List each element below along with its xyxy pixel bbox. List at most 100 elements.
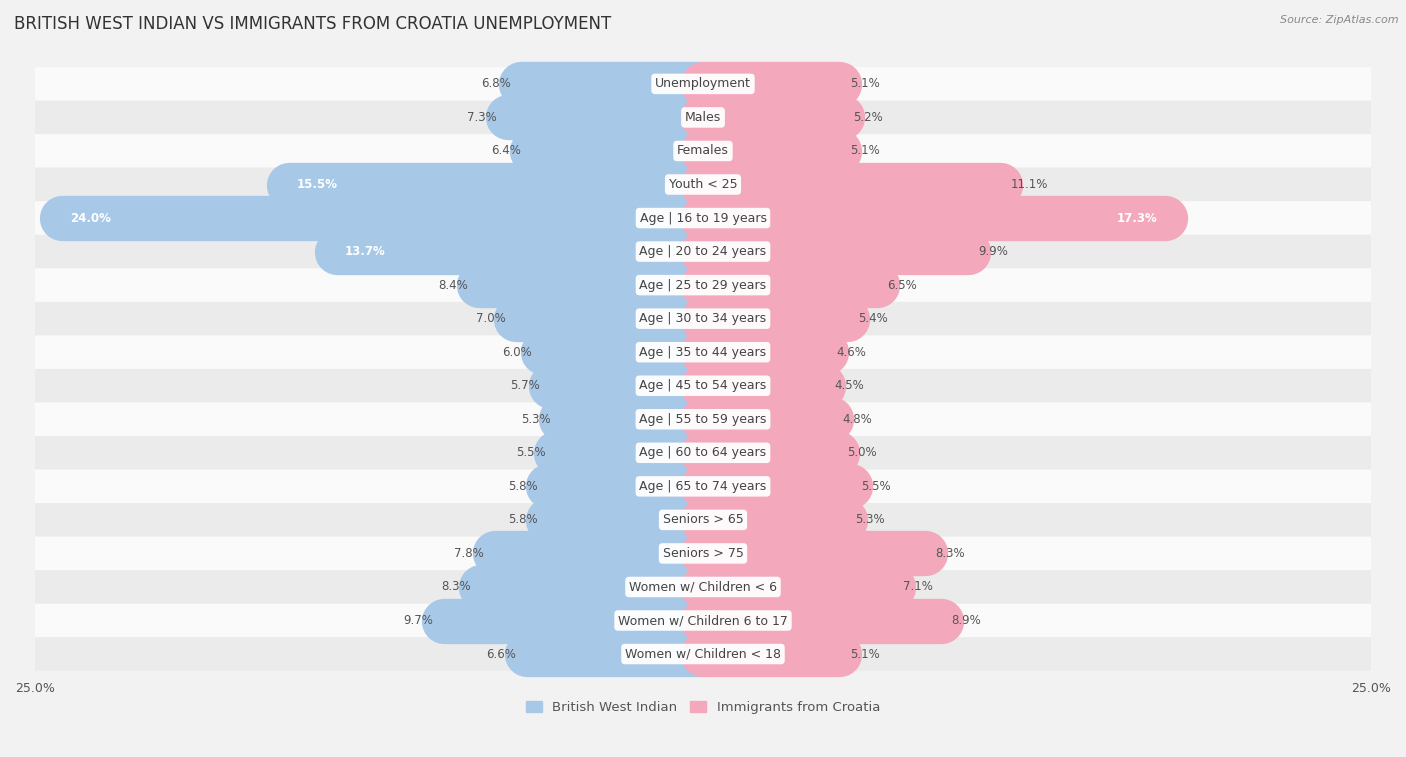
FancyBboxPatch shape — [555, 441, 703, 464]
Text: Women w/ Children 6 to 17: Women w/ Children 6 to 17 — [619, 614, 787, 627]
FancyBboxPatch shape — [703, 575, 893, 598]
FancyBboxPatch shape — [703, 509, 845, 531]
Text: 5.1%: 5.1% — [851, 145, 880, 157]
Text: 5.1%: 5.1% — [851, 647, 880, 661]
FancyBboxPatch shape — [703, 374, 824, 397]
Legend: British West Indian, Immigrants from Croatia: British West Indian, Immigrants from Cro… — [526, 701, 880, 714]
FancyBboxPatch shape — [62, 207, 703, 229]
FancyBboxPatch shape — [35, 537, 1371, 570]
Text: 5.8%: 5.8% — [508, 513, 537, 526]
FancyBboxPatch shape — [35, 637, 1371, 671]
FancyBboxPatch shape — [35, 201, 1371, 235]
Text: 7.8%: 7.8% — [454, 547, 484, 560]
Text: 6.4%: 6.4% — [492, 145, 522, 157]
Text: 5.7%: 5.7% — [510, 379, 540, 392]
Text: 8.4%: 8.4% — [439, 279, 468, 291]
Text: Age | 45 to 54 years: Age | 45 to 54 years — [640, 379, 766, 392]
FancyBboxPatch shape — [703, 441, 837, 464]
FancyBboxPatch shape — [35, 168, 1371, 201]
FancyBboxPatch shape — [703, 173, 1000, 196]
Text: Age | 35 to 44 years: Age | 35 to 44 years — [640, 346, 766, 359]
Text: 9.7%: 9.7% — [404, 614, 433, 627]
FancyBboxPatch shape — [551, 374, 703, 397]
Text: Age | 55 to 59 years: Age | 55 to 59 years — [640, 413, 766, 425]
Text: 8.3%: 8.3% — [935, 547, 965, 560]
FancyBboxPatch shape — [522, 73, 703, 95]
FancyBboxPatch shape — [35, 403, 1371, 436]
Text: BRITISH WEST INDIAN VS IMMIGRANTS FROM CROATIA UNEMPLOYMENT: BRITISH WEST INDIAN VS IMMIGRANTS FROM C… — [14, 15, 612, 33]
FancyBboxPatch shape — [543, 341, 703, 363]
FancyBboxPatch shape — [527, 643, 703, 665]
Text: 4.5%: 4.5% — [834, 379, 863, 392]
Text: Age | 65 to 74 years: Age | 65 to 74 years — [640, 480, 766, 493]
Text: Unemployment: Unemployment — [655, 77, 751, 90]
Text: 6.8%: 6.8% — [481, 77, 510, 90]
Text: 13.7%: 13.7% — [344, 245, 385, 258]
Text: Seniors > 75: Seniors > 75 — [662, 547, 744, 560]
FancyBboxPatch shape — [703, 106, 842, 129]
Text: Age | 20 to 24 years: Age | 20 to 24 years — [640, 245, 766, 258]
FancyBboxPatch shape — [516, 307, 703, 330]
Text: 7.3%: 7.3% — [467, 111, 498, 124]
FancyBboxPatch shape — [703, 609, 941, 632]
Text: 5.3%: 5.3% — [855, 513, 884, 526]
Text: Age | 30 to 34 years: Age | 30 to 34 years — [640, 312, 766, 326]
Text: Age | 25 to 29 years: Age | 25 to 29 years — [640, 279, 766, 291]
FancyBboxPatch shape — [703, 307, 848, 330]
FancyBboxPatch shape — [35, 268, 1371, 302]
FancyBboxPatch shape — [35, 469, 1371, 503]
FancyBboxPatch shape — [703, 274, 877, 297]
Text: 24.0%: 24.0% — [70, 211, 111, 225]
Text: 5.5%: 5.5% — [516, 447, 546, 459]
FancyBboxPatch shape — [35, 67, 1371, 101]
Text: 6.6%: 6.6% — [486, 647, 516, 661]
Text: 5.8%: 5.8% — [508, 480, 537, 493]
FancyBboxPatch shape — [703, 643, 839, 665]
Text: 11.1%: 11.1% — [1011, 178, 1047, 191]
Text: 7.1%: 7.1% — [904, 581, 934, 593]
Text: Source: ZipAtlas.com: Source: ZipAtlas.com — [1281, 15, 1399, 25]
FancyBboxPatch shape — [35, 570, 1371, 604]
Text: Males: Males — [685, 111, 721, 124]
FancyBboxPatch shape — [35, 604, 1371, 637]
FancyBboxPatch shape — [703, 341, 825, 363]
Text: Age | 16 to 19 years: Age | 16 to 19 years — [640, 211, 766, 225]
Text: Women w/ Children < 18: Women w/ Children < 18 — [626, 647, 780, 661]
FancyBboxPatch shape — [703, 139, 839, 162]
FancyBboxPatch shape — [35, 369, 1371, 403]
FancyBboxPatch shape — [337, 240, 703, 263]
FancyBboxPatch shape — [703, 207, 1166, 229]
FancyBboxPatch shape — [703, 542, 925, 565]
Text: Age | 60 to 64 years: Age | 60 to 64 years — [640, 447, 766, 459]
FancyBboxPatch shape — [508, 106, 703, 129]
Text: 8.3%: 8.3% — [441, 581, 471, 593]
Text: 5.4%: 5.4% — [858, 312, 887, 326]
Text: 5.2%: 5.2% — [852, 111, 883, 124]
FancyBboxPatch shape — [35, 302, 1371, 335]
FancyBboxPatch shape — [703, 475, 851, 498]
FancyBboxPatch shape — [478, 274, 703, 297]
Text: 5.1%: 5.1% — [851, 77, 880, 90]
Text: 7.0%: 7.0% — [475, 312, 505, 326]
Text: 6.0%: 6.0% — [502, 346, 531, 359]
FancyBboxPatch shape — [703, 408, 831, 431]
FancyBboxPatch shape — [35, 335, 1371, 369]
Text: 6.5%: 6.5% — [887, 279, 917, 291]
FancyBboxPatch shape — [35, 436, 1371, 469]
FancyBboxPatch shape — [548, 475, 703, 498]
FancyBboxPatch shape — [35, 134, 1371, 168]
Text: Seniors > 65: Seniors > 65 — [662, 513, 744, 526]
FancyBboxPatch shape — [495, 542, 703, 565]
Text: Youth < 25: Youth < 25 — [669, 178, 737, 191]
Text: 5.5%: 5.5% — [860, 480, 890, 493]
Text: 4.8%: 4.8% — [842, 413, 872, 425]
Text: 9.9%: 9.9% — [979, 245, 1008, 258]
FancyBboxPatch shape — [35, 235, 1371, 268]
FancyBboxPatch shape — [703, 73, 839, 95]
Text: 4.6%: 4.6% — [837, 346, 866, 359]
Text: Women w/ Children < 6: Women w/ Children < 6 — [628, 581, 778, 593]
FancyBboxPatch shape — [288, 173, 703, 196]
Text: 8.9%: 8.9% — [952, 614, 981, 627]
Text: 15.5%: 15.5% — [297, 178, 337, 191]
Text: Females: Females — [678, 145, 728, 157]
